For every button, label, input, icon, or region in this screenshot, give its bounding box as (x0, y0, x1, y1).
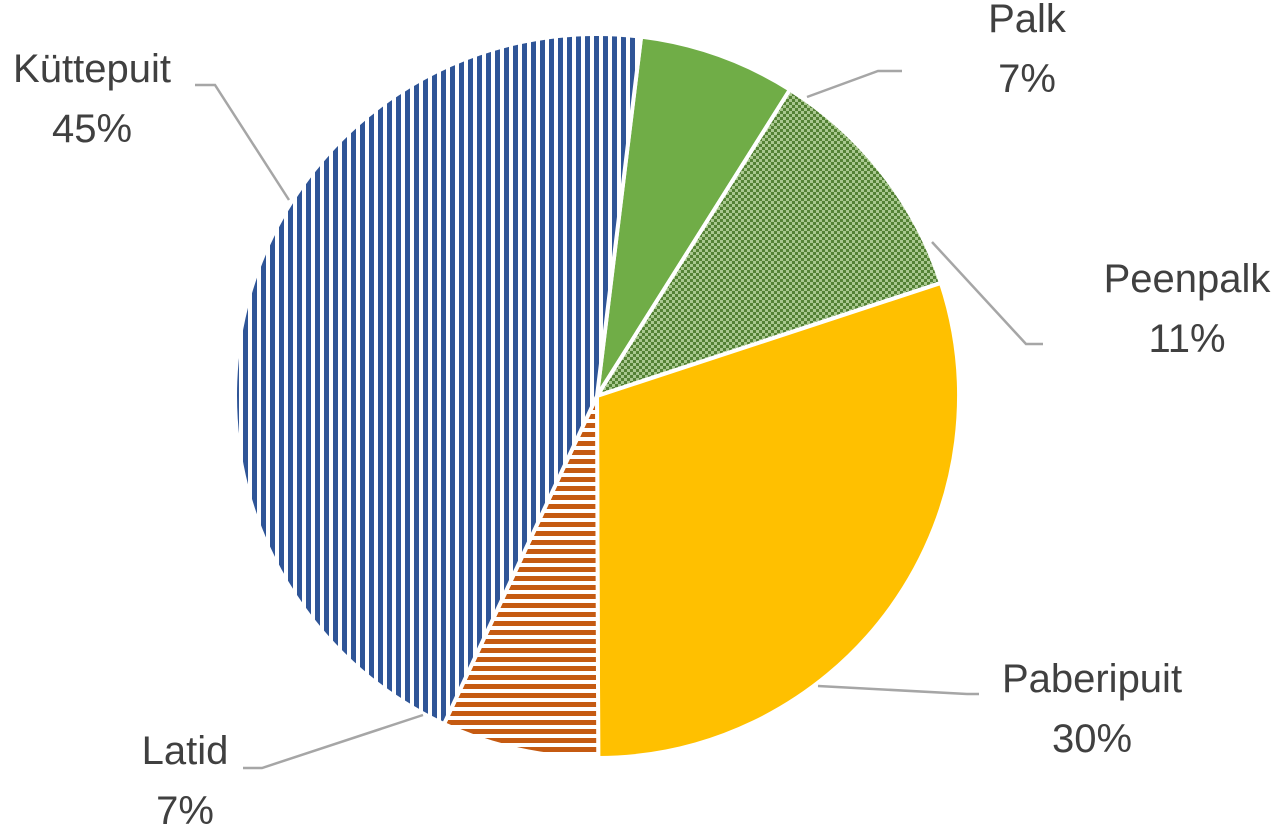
leader-line-latid (243, 713, 424, 770)
data-label-category-paberipuit: Paberipuit (1002, 657, 1182, 701)
leader-lines (195, 69, 1043, 770)
leader-line-palk (806, 69, 902, 99)
pie-slice-palk (595, 34, 792, 398)
data-label-category-latid: Latid (142, 729, 229, 773)
data-label-percent-peenpalk: 11% (1148, 317, 1225, 361)
pie-slice-peenpalk (595, 87, 943, 398)
pie-slice-paberipuit (595, 280, 961, 760)
leader-line-paberipuit (817, 684, 979, 696)
data-label-percent-palk: 7% (998, 57, 1056, 101)
data-label-category-peenpalk: Peenpalk (1104, 257, 1272, 301)
data-labels: Palk 7% Peenpalk 11% Paberipuit 30% Latid 7% Küt… (13, 0, 1271, 832)
pie-slice-latid (442, 394, 601, 761)
data-label-percent-kuttepuit: 45% (52, 107, 132, 151)
leader-line-kuttepuit (195, 83, 291, 201)
data-label-category-palk: Palk (988, 0, 1067, 41)
data-label-percent-latid: 7% (156, 789, 214, 832)
pie-slices (233, 32, 961, 761)
leader-line-peenpalk (931, 241, 1043, 346)
data-label-category-kuttepuit: Küttepuit (13, 47, 171, 91)
data-label-percent-paberipuit: 30% (1052, 717, 1132, 761)
pie-slice-kuttepuit (233, 32, 644, 727)
